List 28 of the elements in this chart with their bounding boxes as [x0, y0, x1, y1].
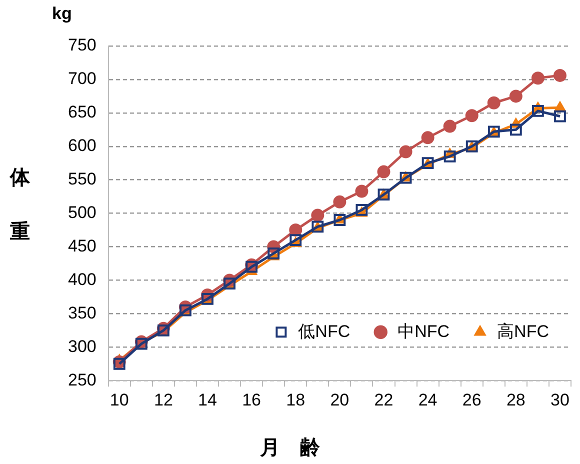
y-tick-label: 600: [68, 136, 96, 156]
x-tick-label: 24: [418, 390, 438, 410]
y-tick-label: 550: [68, 170, 96, 189]
x-tick-label: 22: [374, 390, 394, 410]
x-axis-title: 月 齢: [259, 434, 321, 461]
legend-label: 低NFC: [298, 322, 350, 341]
legend-label: 高NFC: [497, 322, 550, 341]
x-tick-label: 20: [330, 390, 350, 410]
y-tick-label: 750: [68, 36, 96, 55]
x-tick-label: 12: [154, 390, 173, 410]
text: kg: [52, 4, 72, 24]
y-tick-label: 700: [68, 69, 96, 88]
x-tick-label: 30: [550, 390, 570, 410]
y-tick-label: 300: [68, 336, 96, 356]
x-tick-label: 26: [462, 390, 482, 410]
x-tick-label: 14: [198, 390, 217, 410]
legend-label: 中NFC: [398, 322, 450, 341]
x-tick-label: 28: [506, 390, 526, 410]
y-tick-label: 650: [68, 102, 96, 122]
y-tick-label: 250: [68, 370, 96, 390]
y-tick-label: 350: [68, 303, 96, 322]
y-tick-label: 450: [68, 236, 96, 256]
x-tick-label: 16: [242, 390, 262, 410]
y-tick-label: 400: [68, 270, 96, 289]
y-tick-label: 500: [68, 202, 96, 222]
x-tick-label: 10: [110, 390, 129, 410]
x-tick-label: 18: [286, 390, 306, 410]
text: 体重: [10, 165, 30, 243]
